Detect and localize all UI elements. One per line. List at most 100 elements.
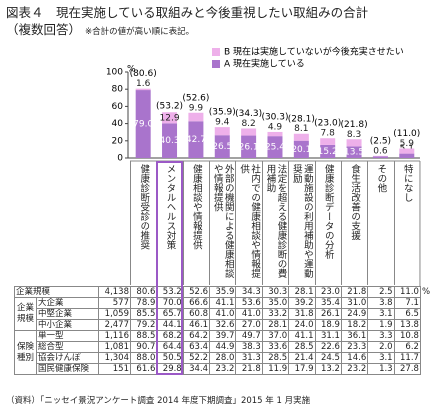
- value-cell: 21.8: [340, 286, 369, 298]
- value-cell: 6.2: [393, 341, 421, 353]
- legend-swatch: [212, 48, 220, 56]
- value-label: 26.5: [212, 142, 232, 152]
- value-label: 9.9: [189, 103, 204, 113]
- value-cell: 79.2: [129, 319, 158, 331]
- value-cell: 61.6: [129, 363, 158, 375]
- value-cell: 38.3: [235, 341, 263, 353]
- unit-cell: [420, 309, 434, 320]
- n-cell: 4,138: [98, 286, 131, 298]
- category-label: 食生活改善の支援: [340, 161, 367, 285]
- value-cell: 23.2: [340, 363, 369, 375]
- bar-segment: [162, 112, 178, 124]
- subtitle-line: （複数回答） ※合計の値が高い順に表記。: [6, 21, 368, 41]
- unit-cell: [420, 353, 434, 364]
- value-cell: 23.0: [314, 286, 342, 298]
- value-cell: 1.3: [367, 363, 395, 375]
- value-cell: 30.3: [261, 286, 290, 298]
- value-cell: 27.8: [393, 363, 421, 375]
- value-cell: 11.7: [393, 352, 421, 364]
- value-cell: 52.6: [182, 286, 211, 298]
- value-cell: 13.8: [393, 319, 421, 331]
- value-cell: 3.8: [367, 297, 395, 309]
- unit-cell: %: [421, 287, 431, 297]
- value-cell: 33.2: [261, 308, 290, 320]
- n-cell: 151: [98, 363, 131, 375]
- legend-label: A 現在実施している: [224, 58, 305, 70]
- bar-segment: [188, 112, 204, 122]
- total-label: (21.8): [341, 120, 368, 130]
- value-cell: 46.1: [182, 319, 211, 331]
- n-cell: 1,116: [98, 330, 131, 342]
- value-cell: 28.1: [261, 319, 290, 331]
- data-table: 企業規模 4,138 80.6 53.2 52.6 35.9 34.3 30.3 28.1 23.…: [14, 286, 435, 375]
- value-label: 8.3: [347, 130, 361, 140]
- value-cell: 37.0: [261, 330, 290, 342]
- value-cell: 21.8: [235, 363, 263, 375]
- category-label: 特になし: [393, 161, 420, 285]
- value-label: 26.1: [239, 142, 259, 152]
- value-cell: 2.0: [367, 341, 395, 353]
- value-cell: 13.2: [314, 363, 342, 375]
- bar-segment: [135, 90, 151, 158]
- value-label: 79.0: [133, 120, 153, 130]
- category-label: 健康相談や情報提供: [182, 161, 209, 285]
- value-label: 42.7: [186, 135, 206, 145]
- group-label: 企業規模: [14, 297, 37, 331]
- category-label: 運動施設の利用補助や運動奨励: [288, 161, 314, 285]
- category-label: 健康診断受診の推奨: [130, 161, 156, 285]
- table-row: 国民健康保険 151 61.6 29.8 34.4 23.2 21.8 11.9 17.9 13.…: [15, 363, 435, 375]
- value-cell: 28.1: [288, 286, 316, 298]
- value-label: 5.9: [400, 139, 415, 149]
- value-label: 4.9: [268, 122, 283, 132]
- value-label: 1.6: [136, 79, 151, 89]
- value-label: 40.3: [160, 136, 180, 146]
- bar-segment: [162, 123, 178, 158]
- total-row: 企業規模 4,138 80.6 53.2 52.6 35.9 34.3 30.3 28.1 23.…: [14, 286, 435, 298]
- value-cell: 31.1: [314, 330, 342, 342]
- value-cell: 64.2: [182, 330, 211, 342]
- total-label: (2.5): [370, 136, 391, 146]
- bar-segment: [241, 135, 257, 158]
- bar-segment: [267, 131, 283, 137]
- value-cell: 18.2: [340, 319, 369, 331]
- group-label: 保険種別: [14, 330, 37, 375]
- table-row: 保険種別 単一型 1,116 88.5 68.2 64.2 39.7 49.7 37.0 41.1…: [14, 330, 435, 375]
- table-row: 協会けんぽ 1,304 88.0 50.5 52.2 28.0 31.3 28.5 21.4 24…: [15, 352, 435, 364]
- title-block: 図表４ 現在実施している取組みと今後重視したい取組みの合計 （複数回答） ※合計…: [6, 4, 368, 41]
- bar-segment: [399, 148, 415, 154]
- bar-segment: [188, 121, 204, 158]
- chart-title: 図表４ 現在実施している取組みと今後重視したい取組みの合計: [6, 5, 369, 20]
- unit-cell: [420, 364, 434, 375]
- value-cell: 6.5: [393, 308, 421, 320]
- unit-cell: [420, 331, 434, 342]
- value-cell: 14.6: [340, 352, 369, 364]
- total-label: (34.3): [235, 109, 262, 119]
- value-label: 12.9: [160, 113, 180, 123]
- value-cell: 44.9: [209, 341, 237, 353]
- total-label: (11.0): [393, 129, 420, 139]
- value-cell: 60.8: [182, 308, 211, 320]
- y-tick-label: 40: [112, 119, 124, 129]
- table-row: 総合型 1,081 90.7 64.4 63.4 44.9 38.3 33.6 28.5 22.6…: [15, 341, 435, 353]
- value-cell: 17.9: [288, 363, 316, 375]
- value-cell: 85.5: [129, 308, 158, 320]
- value-cell: 34.4: [182, 363, 211, 375]
- value-cell: 34.3: [235, 286, 263, 298]
- bar-segment: [293, 133, 309, 141]
- bar-segment: [320, 138, 336, 145]
- unit-cell: [420, 298, 434, 309]
- bar-segment: [320, 144, 336, 158]
- chart-note: ※合計の値が高い順に表記。: [85, 27, 195, 37]
- row-label: 国民健康保険: [36, 363, 99, 375]
- value-cell: 3.1: [367, 352, 395, 364]
- value-cell: 53.6: [235, 297, 263, 309]
- value-cell: 36.1: [340, 330, 369, 342]
- value-cell: 90.7: [129, 341, 158, 353]
- row-label: 総合型: [36, 341, 99, 353]
- value-label: 8.2: [241, 119, 255, 129]
- row-label: 中小企業: [36, 319, 99, 331]
- value-label: 15.2: [318, 147, 338, 157]
- value-cell: 52.2: [182, 352, 211, 364]
- value-cell: 28.5: [288, 341, 316, 353]
